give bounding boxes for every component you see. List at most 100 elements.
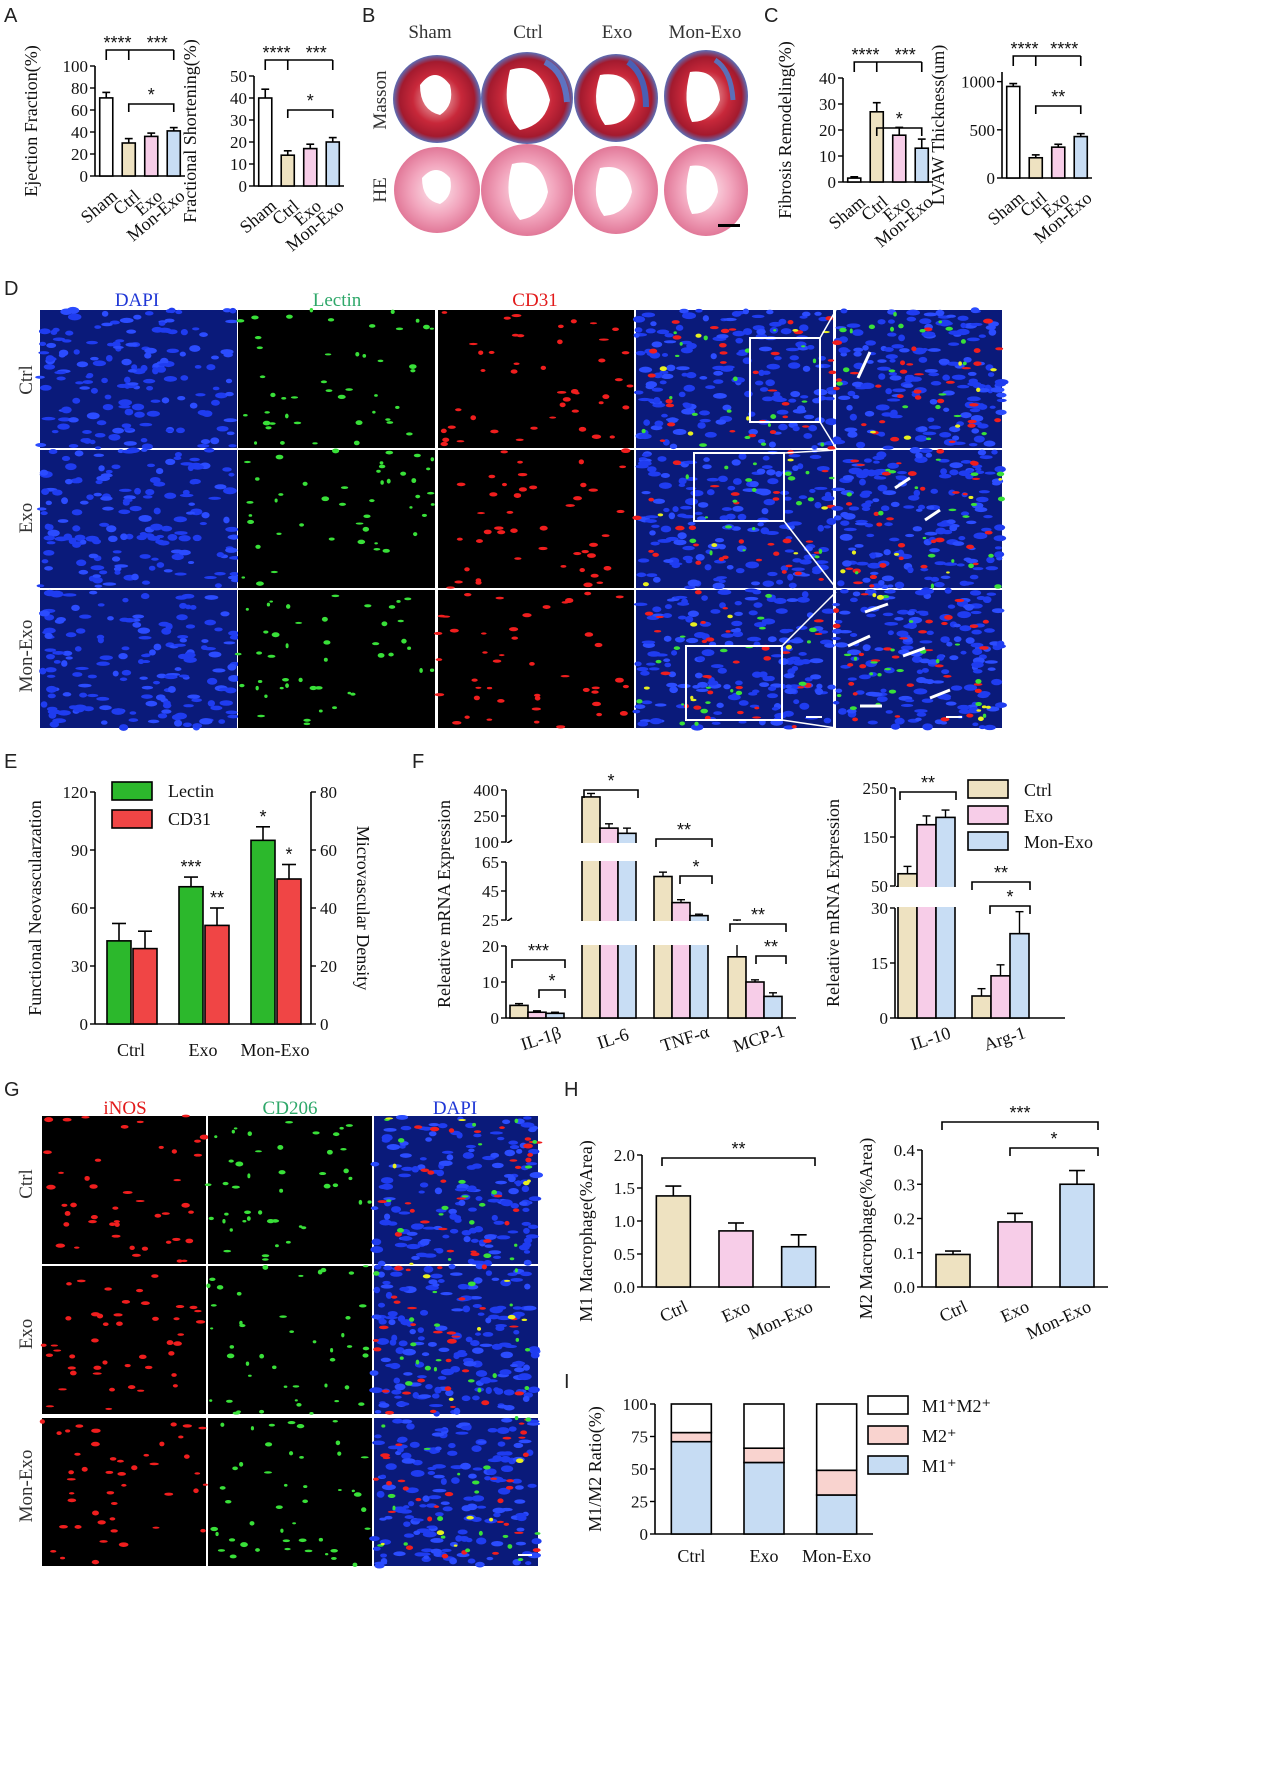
nucleus: [953, 623, 961, 628]
nucleus: [229, 307, 237, 314]
micrograph-tile: [632, 588, 836, 731]
signal: [981, 705, 987, 709]
signal: [338, 502, 347, 506]
nucleus: [771, 706, 779, 711]
signal: [935, 404, 941, 410]
signal: [935, 658, 940, 664]
nucleus: [869, 692, 883, 697]
signal: [918, 630, 927, 634]
signal: [527, 1152, 534, 1157]
nucleus: [525, 1561, 532, 1566]
nucleus: [906, 316, 917, 322]
nucleus: [446, 1154, 454, 1161]
signal: [295, 621, 303, 624]
signal: [770, 414, 777, 420]
signal: [754, 706, 760, 710]
nucleus: [409, 1328, 416, 1335]
signal: [292, 1385, 300, 1388]
nucleus: [958, 470, 970, 477]
bar: [997, 1221, 1033, 1288]
nucleus: [641, 490, 651, 495]
signal: [94, 1158, 102, 1162]
signal: [448, 1128, 455, 1133]
nucleus: [387, 1310, 398, 1317]
nucleus: [51, 429, 59, 434]
nucleus: [903, 505, 915, 509]
nucleus: [61, 455, 71, 462]
scale-bar: [518, 1554, 532, 1556]
signal: [626, 384, 634, 388]
nucleus: [748, 428, 758, 436]
signal: [259, 1353, 265, 1359]
signal: [729, 430, 736, 433]
signal: [970, 460, 977, 466]
nucleus: [701, 595, 708, 601]
nucleus: [432, 1488, 447, 1493]
signal: [490, 429, 499, 434]
micrograph-tile: [438, 310, 634, 448]
x-tick-label: Ctrl: [117, 1040, 145, 1060]
nucleus: [189, 457, 200, 462]
signal: [185, 1238, 194, 1244]
signal: [818, 577, 824, 581]
signal: [116, 1321, 123, 1326]
sig-star: **: [921, 773, 935, 793]
nucleus: [38, 328, 51, 335]
bar: [916, 823, 937, 1019]
signal: [827, 445, 836, 450]
signal: [464, 592, 472, 597]
nucleus: [970, 642, 984, 648]
signal: [312, 442, 318, 445]
signal: [158, 1145, 164, 1149]
nucleus: [451, 1477, 460, 1484]
signal: [477, 512, 485, 515]
nucleus: [641, 453, 651, 457]
nucleus: [898, 334, 906, 342]
nucleus: [112, 427, 125, 434]
nucleus: [826, 518, 837, 525]
nucleus: [914, 709, 928, 713]
signal: [757, 616, 765, 620]
nucleus: [123, 441, 137, 446]
signal: [302, 481, 308, 486]
signal: [859, 664, 867, 669]
signal: [171, 1373, 177, 1377]
nucleus: [422, 1226, 437, 1230]
signal: [264, 411, 270, 414]
signal: [773, 329, 777, 332]
nucleus: [165, 623, 173, 630]
signal: [259, 375, 266, 379]
signal: [492, 1373, 497, 1379]
nucleus: [511, 1478, 522, 1484]
signal: [503, 316, 511, 320]
signal: [761, 645, 770, 651]
signal: [507, 1544, 513, 1549]
nucleus: [504, 1149, 516, 1157]
nucleus: [756, 468, 766, 475]
nucleus: [173, 516, 187, 523]
nucleus: [173, 456, 182, 461]
y-tick-label: 45: [482, 882, 499, 901]
nucleus: [46, 342, 57, 349]
signal: [251, 315, 259, 320]
nucleus: [180, 462, 194, 466]
signal: [414, 1125, 423, 1129]
nucleus: [800, 395, 809, 399]
signal: [385, 1410, 395, 1415]
signal: [277, 1144, 284, 1150]
signal: [448, 1397, 454, 1402]
nucleus: [921, 667, 929, 673]
nucleus: [410, 1469, 425, 1477]
stacked-segment: [743, 1403, 785, 1450]
nucleus: [681, 598, 688, 605]
nucleus: [966, 337, 980, 342]
signal: [785, 644, 792, 650]
nucleus: [73, 349, 80, 355]
signal: [936, 398, 945, 404]
signal: [672, 460, 682, 466]
signal: [589, 322, 598, 325]
nucleus: [970, 610, 982, 615]
nucleus: [510, 1203, 519, 1209]
signal: [330, 1347, 334, 1353]
